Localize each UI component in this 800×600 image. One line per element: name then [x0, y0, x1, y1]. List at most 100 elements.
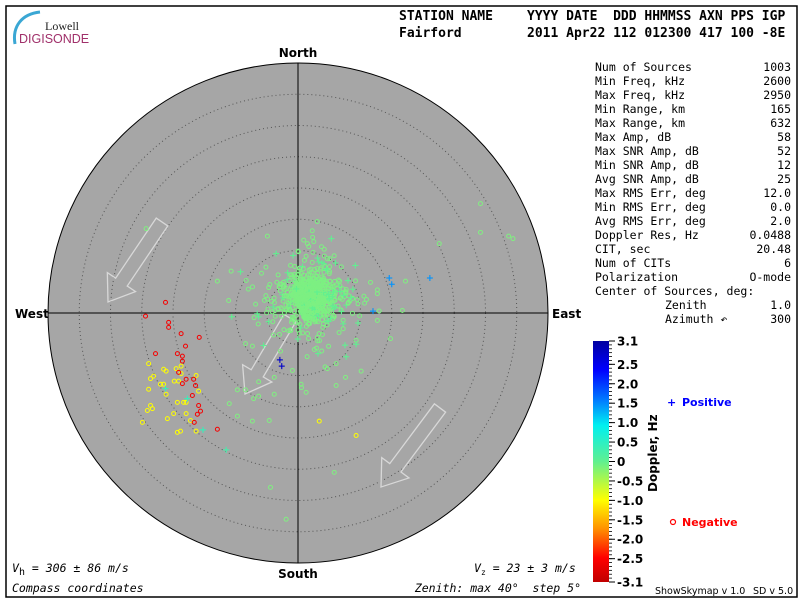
source-negative	[228, 268, 234, 274]
source-negative	[163, 368, 169, 374]
source-negative	[196, 334, 202, 340]
source-positive	[254, 310, 261, 317]
stat-value: 632	[770, 116, 791, 130]
source-negative	[321, 246, 327, 252]
source-negative	[296, 268, 302, 274]
stat-value: 0.0	[770, 200, 791, 214]
source-negative	[287, 306, 293, 312]
source-negative	[331, 288, 337, 294]
source-negative	[319, 317, 325, 323]
stat-label: Min RMS Err, deg	[595, 200, 706, 214]
source-negative	[324, 256, 330, 262]
stat-label: Num of CITs	[595, 256, 671, 270]
source-positive	[352, 262, 359, 269]
source-positive	[340, 320, 347, 327]
source-negative	[214, 426, 220, 432]
source-negative	[306, 272, 312, 278]
source-negative	[265, 306, 271, 312]
source-negative	[327, 268, 333, 274]
source-negative	[296, 304, 302, 310]
source-negative	[376, 308, 382, 314]
source-negative	[178, 371, 184, 377]
source-negative	[189, 393, 195, 398]
source-negative	[340, 286, 346, 292]
logo-digisonde: DIGISONDE	[19, 32, 89, 46]
source-negative	[259, 270, 265, 276]
negative-label: Negative	[682, 516, 738, 529]
source-negative	[173, 366, 179, 372]
source-negative	[171, 411, 177, 417]
source-negative	[289, 272, 295, 278]
source-negative	[193, 428, 199, 434]
colorbar-tick-label: 0	[617, 455, 625, 469]
source-negative	[163, 391, 169, 397]
stat-value: 52	[777, 144, 791, 158]
vh-subscript: h	[19, 567, 25, 578]
stat-value: 2950	[763, 88, 791, 102]
source-negative	[311, 346, 317, 352]
source-negative	[310, 275, 316, 281]
source-positive	[345, 277, 352, 284]
source-negative	[196, 403, 202, 408]
south-label: South	[278, 567, 318, 581]
stat-label: Avg SNR Amp, dB	[595, 172, 699, 186]
source-negative	[143, 226, 149, 232]
source-negative	[343, 289, 349, 295]
source-positive	[386, 275, 393, 281]
source-negative	[243, 277, 249, 283]
stat-label: Max Freq, kHz	[595, 88, 685, 102]
source-negative	[226, 401, 232, 407]
colorbar-tick-label: -2.0	[617, 533, 643, 547]
source-negative	[176, 369, 182, 375]
source-negative	[253, 301, 259, 307]
stat-row: Max Amp, dB 58	[595, 130, 791, 144]
stat-row: Doppler Res, Hz 0.0488	[595, 228, 791, 242]
source-negative	[286, 307, 292, 313]
source-negative	[310, 234, 316, 240]
source-negative	[343, 287, 349, 293]
source-negative	[337, 278, 343, 284]
stat-value: 300	[770, 312, 791, 326]
source-negative	[279, 281, 285, 287]
source-negative	[331, 314, 337, 320]
source-positive	[294, 336, 301, 343]
stat-row: Zenith 1.0	[665, 298, 791, 312]
source-negative	[287, 298, 293, 304]
source-positive	[426, 275, 433, 281]
source-negative	[315, 270, 321, 276]
source-negative	[249, 284, 255, 290]
velocity-arrow	[380, 402, 447, 488]
vz-value: = 23 ± 3 m/s	[486, 561, 576, 575]
source-positive	[348, 294, 355, 301]
source-negative	[268, 484, 273, 490]
stat-row: Max RMS Err, deg 12.0	[595, 186, 791, 200]
sd-version: SD v 5.0	[753, 586, 793, 597]
source-negative	[315, 285, 321, 291]
source-negative	[321, 312, 327, 318]
source-negative	[305, 321, 311, 327]
source-positive	[184, 395, 191, 402]
source-negative	[349, 310, 355, 316]
source-positive	[328, 235, 335, 242]
source-negative	[191, 419, 197, 425]
source-negative	[256, 393, 262, 399]
source-negative	[374, 291, 380, 297]
source-negative	[362, 300, 368, 306]
source-negative	[506, 233, 512, 239]
source-negative	[181, 399, 187, 405]
source-negative	[249, 343, 255, 349]
stat-value: 2.0	[770, 214, 791, 228]
stat-label: Min Freq, kHz	[595, 74, 685, 88]
stat-row: Min Range, km 165	[595, 102, 791, 116]
source-negative	[139, 419, 145, 425]
source-positive	[329, 303, 336, 310]
source-negative	[320, 285, 326, 291]
source-negative	[153, 351, 158, 357]
source-positive	[299, 263, 306, 270]
source-negative	[343, 374, 348, 380]
stat-label: Min Range, km	[595, 102, 685, 116]
source-negative	[164, 416, 170, 422]
source-negative	[300, 266, 306, 272]
logo-lowell: Lowell	[45, 19, 80, 33]
source-negative	[178, 363, 184, 369]
